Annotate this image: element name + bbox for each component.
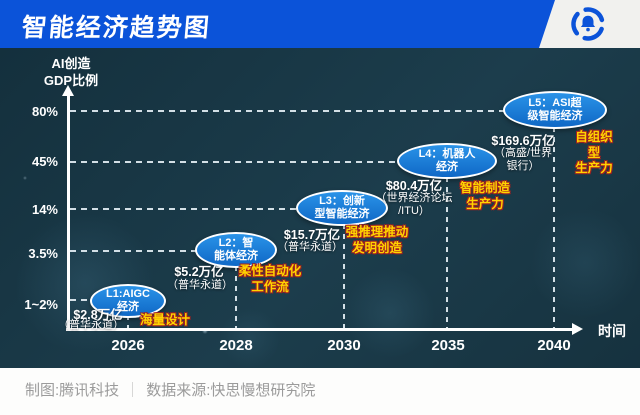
data-source-l3: （普华永道） <box>277 241 343 253</box>
data-source-l4: （世界经济论坛 /ITU） <box>375 192 453 217</box>
x-axis-title: 时间 <box>598 323 626 339</box>
x-tick-2040: 2040 <box>537 337 571 354</box>
x-axis-arrowhead-icon <box>572 323 583 335</box>
title-banner <box>0 0 555 48</box>
data-source-l1: （普华永道） <box>58 319 124 331</box>
feature-label-l4: 智能制造 生产力 <box>459 181 511 211</box>
y-axis-line <box>67 95 70 330</box>
gridline-vertical-2035 <box>446 167 448 328</box>
x-tick-2035: 2035 <box>431 337 465 354</box>
gridline-horizontal-l5 <box>70 110 555 112</box>
y-tick-45pct: 45% <box>31 154 58 169</box>
gridline-vertical-2040 <box>553 117 555 328</box>
y-tick-1-2pct: 1~2% <box>24 297 58 312</box>
tencent-news-logo-icon <box>570 6 606 42</box>
footer-credit-text: 制图:腾讯科技 <box>25 382 120 399</box>
data-point-l2-agent-economy: L2：智 能体经济 <box>195 232 277 268</box>
gridline-vertical-2028 <box>235 256 237 328</box>
gridline-horizontal-l2 <box>70 250 236 252</box>
header-bar: 智能经济趋势图 <box>0 0 640 48</box>
y-tick-3-5pct: 3.5% <box>28 246 58 261</box>
page-title: 智能经济趋势图 <box>20 14 213 42</box>
x-axis-line <box>66 328 574 331</box>
market-size-l3: $15.7万亿 <box>283 228 341 242</box>
x-tick-2028: 2028 <box>219 337 253 354</box>
x-tick-2030: 2030 <box>327 337 361 354</box>
data-source-l2: （普华永道） <box>167 279 233 291</box>
market-size-l2: $5.2万亿 <box>174 265 224 279</box>
market-size-l5: $169.6万亿 <box>491 134 555 148</box>
y-axis-title: AI创造 GDP比例 <box>43 56 99 88</box>
market-size-l1: $2.8万亿 <box>73 308 123 322</box>
data-point-l1-aigc-economy: L1:AIGC 经济 <box>90 284 166 318</box>
feature-label-l2: 柔性自动化 工作流 <box>238 264 302 294</box>
x-tick-2026: 2026 <box>111 337 145 354</box>
y-axis-arrowhead-icon <box>62 85 74 96</box>
feature-label-l1: 海量设计 <box>139 313 191 327</box>
footer-separator: ｜ <box>125 382 141 399</box>
footer-source-text: 数据来源:快思慢想研究院 <box>146 382 316 399</box>
gridline-vertical-2030 <box>343 214 345 328</box>
data-point-l5-asi-economy: L5：ASI超 级智能经济 <box>503 91 607 129</box>
gridline-horizontal-l3 <box>70 208 342 210</box>
data-point-l3-innovative-economy: L3：创新 型智能经济 <box>296 190 388 226</box>
footer-credits: 制图:腾讯科技 ｜ 数据来源:快思慢想研究院 <box>0 368 640 415</box>
y-tick-14pct: 14% <box>31 202 58 217</box>
market-size-l4: $80.4万亿 <box>385 179 443 193</box>
data-point-l4-robot-economy: L4：机器人 经济 <box>397 143 497 179</box>
feature-label-l5: 自组织型 生产力 <box>575 130 613 176</box>
y-tick-80pct: 80% <box>31 104 58 119</box>
gridline-horizontal-l4 <box>70 161 447 163</box>
feature-label-l3: 强推理推动 发明创造 <box>345 225 409 255</box>
data-source-l5: （高盛/世界 银行） <box>493 147 553 172</box>
